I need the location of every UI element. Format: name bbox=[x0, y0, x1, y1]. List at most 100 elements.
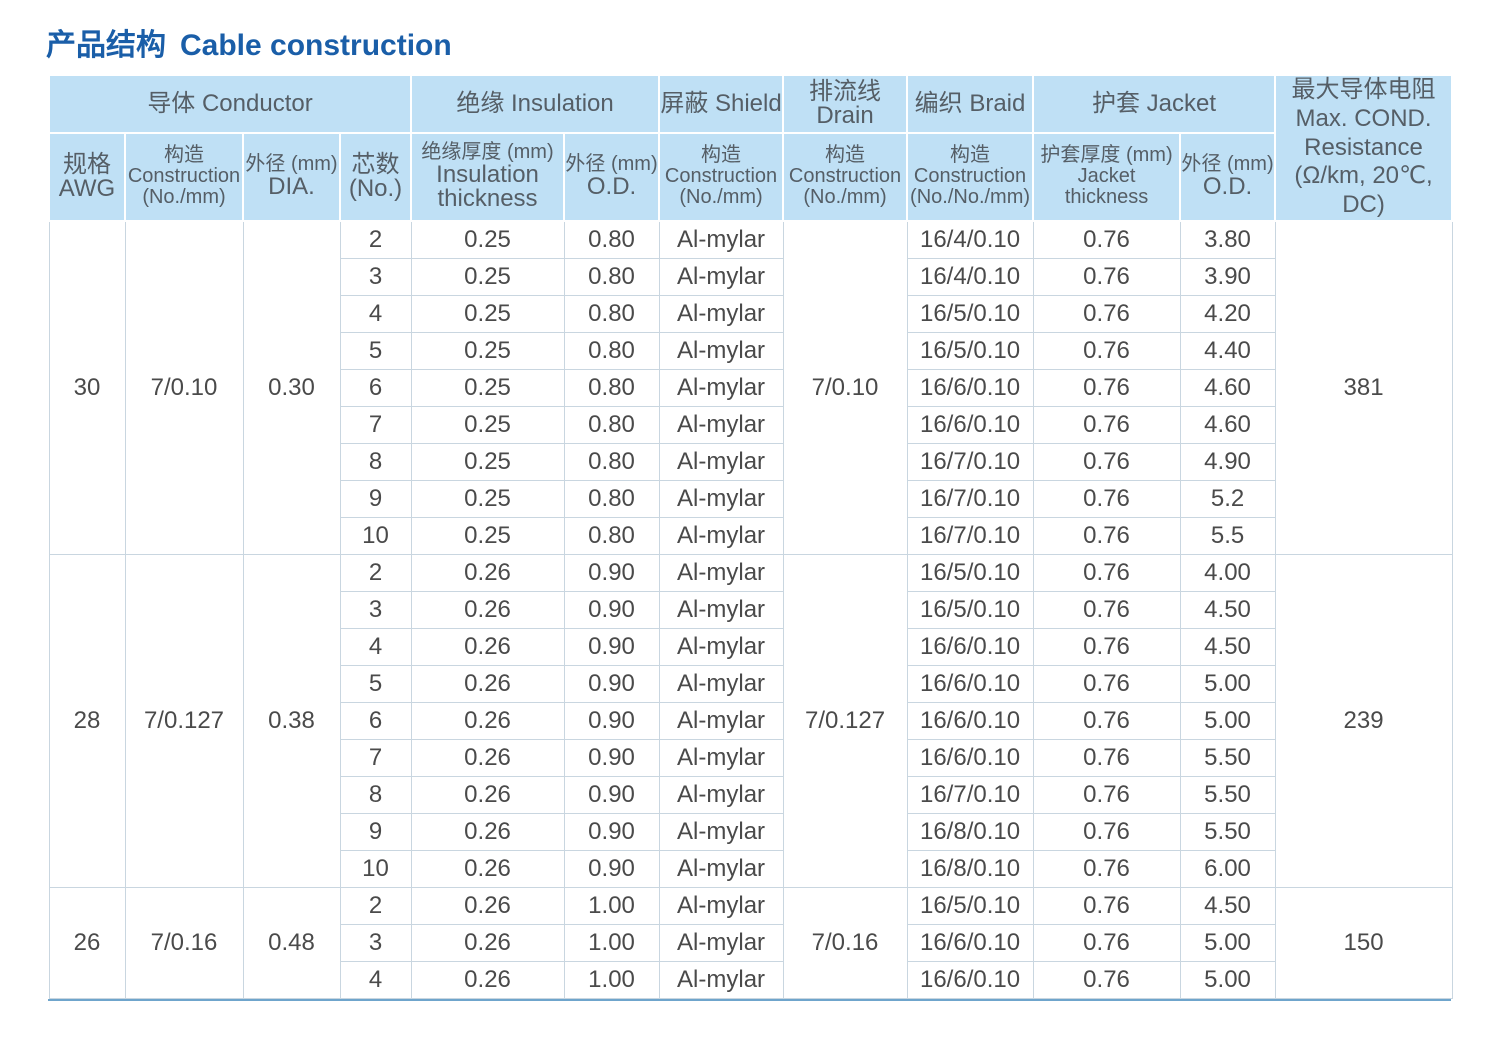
cell-jacket-thickness: 0.76 bbox=[1032, 553, 1181, 592]
col-insulation-thickness-zh: 绝缘厚度 (mm) bbox=[421, 141, 554, 164]
cell-shield: Al-mylar bbox=[658, 331, 784, 370]
cell-braid: 16/4/0.10 bbox=[906, 220, 1034, 259]
cell-shield: Al-mylar bbox=[658, 516, 784, 555]
col-braid-construction: 构造 Construction (No./No./mm) bbox=[906, 131, 1035, 222]
cell-insulation-thickness: 0.26 bbox=[410, 738, 565, 777]
table-row: 9 0.25 0.80 Al-mylar 16/7/0.10 0.76 5.2 bbox=[49, 479, 1452, 518]
cell-jacket-od: 4.60 bbox=[1179, 405, 1276, 444]
col-dia: 外径 (mm) DIA. bbox=[242, 131, 341, 222]
cell-jacket-od: 6.00 bbox=[1179, 849, 1276, 888]
cell-shield: Al-mylar bbox=[658, 220, 784, 259]
cell-jacket-od: 4.40 bbox=[1179, 331, 1276, 370]
cell-cores: 4 bbox=[339, 960, 412, 999]
cell-shield: Al-mylar bbox=[658, 923, 784, 962]
cell-braid: 16/7/0.10 bbox=[906, 442, 1034, 481]
col-insulation-od: 外径 (mm) O.D. bbox=[563, 131, 661, 222]
table-row: 3 0.26 1.00 Al-mylar 16/6/0.10 0.76 5.00 bbox=[49, 923, 1452, 962]
cell-braid: 16/7/0.10 bbox=[906, 516, 1034, 555]
cell-cores: 10 bbox=[339, 516, 412, 555]
cell-shield: Al-mylar bbox=[658, 960, 784, 999]
col-conductor-construction-en1: Construction bbox=[127, 165, 241, 188]
col-shield-construction: 构造 Construction (No./mm) bbox=[658, 131, 785, 222]
cell-shield: Al-mylar bbox=[658, 405, 784, 444]
cell-shield: Al-mylar bbox=[658, 886, 784, 925]
cell-insulation-thickness: 0.25 bbox=[410, 368, 565, 407]
cell-insulation-od: 0.90 bbox=[563, 627, 660, 666]
cell-insulation-thickness: 0.26 bbox=[410, 553, 565, 592]
col-drain-construction: 构造 Construction (No./mm) bbox=[782, 131, 909, 222]
header-resistance-zh: 最大导体电阻 bbox=[1291, 76, 1436, 103]
cell-shield: Al-mylar bbox=[658, 738, 784, 777]
cell-jacket-thickness: 0.76 bbox=[1032, 479, 1181, 518]
cell-braid: 16/8/0.10 bbox=[906, 812, 1034, 851]
cell-insulation-od: 1.00 bbox=[563, 960, 660, 999]
col-shield-construction-en1: Construction bbox=[664, 165, 778, 188]
cell-jacket-thickness: 0.76 bbox=[1032, 294, 1181, 333]
cell-jacket-od: 4.20 bbox=[1179, 294, 1276, 333]
cell-braid: 16/4/0.10 bbox=[906, 257, 1034, 296]
cell-jacket-thickness: 0.76 bbox=[1032, 368, 1181, 407]
col-jacket-thickness-en2: thickness bbox=[1064, 186, 1149, 209]
col-drain-construction-zh: 构造 bbox=[825, 144, 866, 167]
cell-braid: 16/6/0.10 bbox=[906, 368, 1034, 407]
cell-cores: 3 bbox=[339, 590, 412, 629]
col-insulation-thickness-en1: Insulation bbox=[436, 161, 539, 189]
cell-shield: Al-mylar bbox=[658, 553, 784, 592]
cell-jacket-od: 5.00 bbox=[1179, 923, 1276, 962]
col-conductor-construction-zh: 构造 bbox=[164, 144, 204, 167]
cell-jacket-od: 4.90 bbox=[1179, 442, 1276, 481]
cell-jacket-thickness: 0.76 bbox=[1032, 627, 1181, 666]
table-row: 5 0.26 0.90 Al-mylar 16/6/0.10 0.76 5.00 bbox=[49, 664, 1452, 703]
cell-insulation-thickness: 0.26 bbox=[410, 701, 565, 740]
cell-dia: 0.30 bbox=[242, 220, 341, 555]
cell-braid: 16/7/0.10 bbox=[906, 479, 1034, 518]
cell-jacket-thickness: 0.76 bbox=[1032, 849, 1181, 888]
cell-jacket-od: 5.00 bbox=[1179, 960, 1276, 999]
cell-braid: 16/8/0.10 bbox=[906, 849, 1034, 888]
cell-shield: Al-mylar bbox=[658, 257, 784, 296]
cell-insulation-thickness: 0.26 bbox=[410, 812, 565, 851]
col-jacket-thickness-en1: Jacket bbox=[1077, 165, 1136, 188]
cell-insulation-thickness: 0.25 bbox=[410, 479, 565, 518]
cell-cores: 4 bbox=[339, 294, 412, 333]
col-conductor-construction-en2: (No./mm) bbox=[142, 186, 226, 209]
cell-jacket-thickness: 0.76 bbox=[1032, 442, 1181, 481]
header-conductor: 导体 Conductor bbox=[47, 74, 413, 134]
col-drain-construction-en1: Construction bbox=[788, 165, 902, 188]
col-braid-construction-en1: Construction bbox=[913, 165, 1027, 188]
cell-drain: 7/0.16 bbox=[782, 886, 908, 999]
cell-insulation-od: 0.80 bbox=[563, 516, 660, 555]
cell-insulation-thickness: 0.25 bbox=[410, 516, 565, 555]
cell-insulation-od: 0.90 bbox=[563, 738, 660, 777]
cell-resistance: 239 bbox=[1274, 553, 1453, 888]
table-row: 4 0.26 0.90 Al-mylar 16/6/0.10 0.76 4.50 bbox=[49, 627, 1452, 666]
cell-braid: 16/6/0.10 bbox=[906, 627, 1034, 666]
cell-cores: 6 bbox=[339, 701, 412, 740]
cell-braid: 16/5/0.10 bbox=[906, 553, 1034, 592]
cell-braid: 16/6/0.10 bbox=[906, 960, 1034, 999]
cell-shield: Al-mylar bbox=[658, 294, 784, 333]
cell-jacket-od: 5.50 bbox=[1179, 738, 1276, 777]
col-dia-zh: 外径 (mm) bbox=[245, 153, 338, 176]
cell-insulation-thickness: 0.26 bbox=[410, 664, 565, 703]
col-insulation-thickness: 绝缘厚度 (mm) Insulation thickness bbox=[410, 131, 566, 222]
cell-cores: 2 bbox=[339, 886, 412, 925]
table-row: 4 0.25 0.80 Al-mylar 16/5/0.10 0.76 4.20 bbox=[49, 294, 1452, 333]
col-shield-construction-en2: (No./mm) bbox=[679, 186, 763, 209]
cell-jacket-od: 4.00 bbox=[1179, 553, 1276, 592]
cell-resistance: 381 bbox=[1274, 220, 1453, 555]
header-shield: 屏蔽 Shield bbox=[658, 74, 785, 134]
cell-jacket-od: 5.00 bbox=[1179, 664, 1276, 703]
cell-jacket-thickness: 0.76 bbox=[1032, 331, 1181, 370]
cell-cores: 8 bbox=[339, 775, 412, 814]
page-title-en: Cable construction bbox=[180, 29, 452, 62]
cell-jacket-od: 4.50 bbox=[1179, 590, 1276, 629]
table-row: 3 0.25 0.80 Al-mylar 16/4/0.10 0.76 3.90 bbox=[49, 257, 1452, 296]
cell-insulation-od: 0.80 bbox=[563, 220, 660, 259]
cell-insulation-od: 1.00 bbox=[563, 886, 660, 925]
cell-braid: 16/6/0.10 bbox=[906, 738, 1034, 777]
cell-cores: 6 bbox=[339, 368, 412, 407]
cell-insulation-od: 0.90 bbox=[563, 664, 660, 703]
cell-shield: Al-mylar bbox=[658, 590, 784, 629]
col-jacket-od-zh: 外径 (mm) bbox=[1181, 153, 1274, 176]
